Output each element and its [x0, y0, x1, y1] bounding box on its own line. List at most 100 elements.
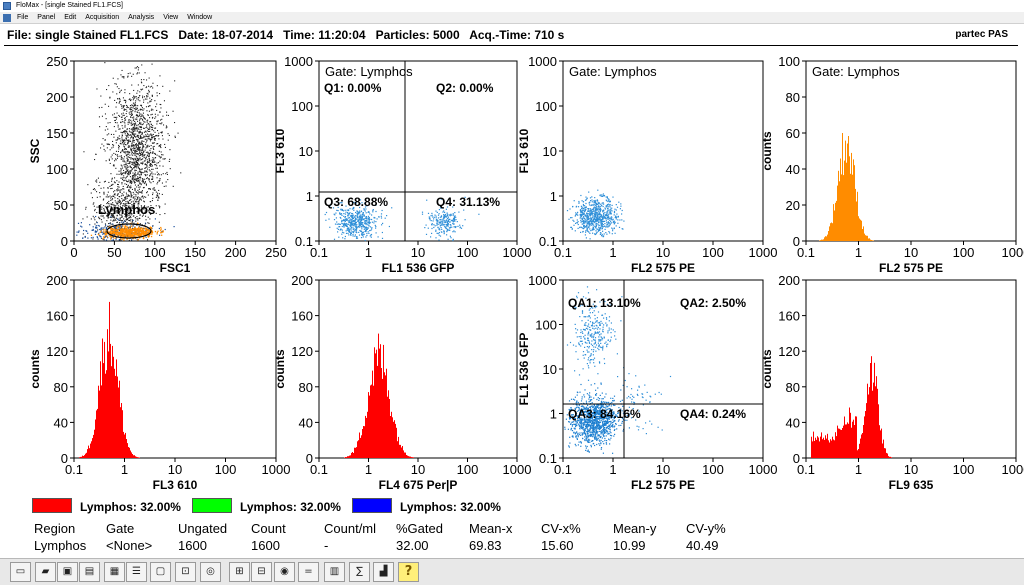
x-axis-label: FSC1	[160, 261, 191, 275]
print-icon[interactable]: ▤	[79, 562, 100, 582]
gate-def-icon[interactable]: ◎	[200, 562, 221, 582]
x-tick-label: 0	[70, 245, 77, 260]
menu-bar: File Panel Edit Acquisition Analysis Vie…	[0, 12, 1024, 24]
y-tick-label: 40	[786, 162, 800, 177]
scatter-points-black	[83, 62, 182, 237]
region-stats-icon[interactable]: ⊞	[229, 562, 250, 582]
plot-histogram-fl2[interactable]: Gate: Lymphos 0.1 1 10 100 1000 0 20 40 60 80 100 FL…	[760, 54, 1024, 275]
y-tick-label: 200	[291, 273, 313, 288]
x-tick-label: 50	[107, 245, 121, 260]
gate-label: Gate: Lymphos	[812, 64, 900, 79]
y-tick-label: 80	[786, 90, 800, 105]
quadrant-label: QA1: 13.10%	[568, 296, 641, 310]
y-axis-label: counts	[273, 349, 287, 389]
equals-icon[interactable]: =	[298, 562, 319, 582]
y-tick-label: 0	[793, 451, 800, 466]
y-tick-label: 100	[291, 99, 313, 114]
menu-analysis[interactable]: Analysis	[128, 14, 155, 21]
x-tick-label: 1	[855, 245, 862, 260]
save-icon[interactable]: ▣	[57, 562, 78, 582]
x-axis-label: FL9 635	[889, 478, 934, 492]
menu-acquisition[interactable]: Acquisition	[85, 14, 120, 21]
x-tick-label: 250	[265, 245, 287, 260]
y-axis-label: FL3 610	[273, 128, 287, 173]
y-axis-label: counts	[28, 349, 42, 389]
y-tick-label: 200	[46, 90, 68, 105]
stats-icon[interactable]: ∑	[349, 562, 370, 582]
row-gated-percent: 32.00	[396, 538, 429, 553]
plot-dotplot-fl3-fl1[interactable]: Gate: Lymphos Q1: 0.00% Q2: 0.00% Q3: 68.88…	[273, 54, 531, 275]
x-tick-label: 0.1	[310, 245, 328, 260]
menu-window[interactable]: Window	[187, 14, 213, 21]
title-bar: FloMax - [single Stained FL1.FCS]	[0, 0, 1024, 12]
y-tick-label: 1	[306, 189, 313, 204]
x-tick-label: 10	[904, 245, 918, 260]
y-tick-label: 200	[778, 273, 800, 288]
x-tick-label: 100	[702, 245, 724, 260]
plot-dotplot-fl1-fl2[interactable]: QA1: 13.10% QA2: 2.50% QA3: 84.16% QA4: 0.2…	[517, 273, 777, 492]
row-region[interactable]: Lymphos	[34, 538, 87, 553]
x-tick-label: 1	[365, 462, 372, 477]
scatter-points-cyan	[324, 199, 393, 242]
x-tick-label: 1000	[749, 462, 778, 477]
plot-histogram-fl9[interactable]: counts 0.1 1 10 100 1000 0 40 80 120 160 200 FL9 635	[760, 273, 1024, 492]
header-count: Count	[251, 521, 286, 536]
settings-icon[interactable]: ☰	[126, 562, 147, 582]
x-tick-label: 100	[457, 462, 479, 477]
y-tick-label: 160	[291, 309, 313, 324]
brand-label: partec PAS	[955, 29, 1008, 40]
header-ungated: Ungated	[178, 521, 228, 536]
x-tick-label: 1	[365, 245, 372, 260]
gate-icon[interactable]: ⊡	[175, 562, 196, 582]
toolbar: ▭ ▰ ▣ ▤ ▦ ☰ ▢ ⊡ ◎ ⊞ ⊟ ◉ = ▥ ∑ ▟ ?	[0, 558, 1024, 585]
y-tick-label: 1000	[284, 54, 313, 69]
legend-item[interactable]: Lymphos: 32.00%	[32, 498, 192, 514]
compensation-icon[interactable]: ⊟	[251, 562, 272, 582]
region-icon[interactable]: ▢	[150, 562, 171, 582]
x-tick-label: 200	[225, 245, 247, 260]
y-tick-label: 0.1	[539, 451, 557, 466]
file-info-text: File: single Stained FL1.FCS Date: 18-07…	[7, 28, 565, 42]
y-tick-label: 10	[543, 144, 557, 159]
menu-panel[interactable]: Panel	[37, 14, 56, 21]
document-icon[interactable]	[3, 14, 11, 22]
gate-region-ellipse	[106, 223, 152, 239]
legend-item[interactable]: Lymphos: 32.00%	[192, 498, 352, 514]
plot-histogram-fl3[interactable]: 0.1 1 10 100 1000 0 40 80 120 160 200 FL3 610 counts	[28, 273, 290, 492]
legend-item[interactable]: Lymphos: 32.00%	[352, 498, 512, 514]
x-tick-label: 1	[609, 245, 616, 260]
scatter-points-cyan	[564, 382, 634, 454]
plot-dotplot-ssc-fsc1[interactable]: Lymphos 0 50 100 150 200 250 0 50 100 150 200 250 FSC…	[28, 54, 287, 275]
quadrant-label: QA3: 84.16%	[568, 407, 641, 421]
x-tick-label: 100	[953, 462, 975, 477]
y-tick-label: 0	[61, 234, 68, 249]
plot-dotplot-fl3-fl2[interactable]: Gate: Lymphos 0.1 1 10 100 1000 0.1 1 10 100 1000 F…	[517, 54, 777, 275]
menu-edit[interactable]: Edit	[64, 14, 77, 21]
x-tick-label: 10	[656, 245, 670, 260]
y-axis-label: counts	[760, 131, 774, 171]
menu-file[interactable]: File	[17, 14, 29, 21]
scatter-points-orange	[90, 222, 164, 241]
window-title: FloMax - [single Stained FL1.FCS]	[16, 2, 123, 9]
histogram-icon[interactable]: ▟	[373, 562, 394, 582]
gate-list-icon[interactable]: ◉	[274, 562, 295, 582]
table-icon[interactable]: ▥	[324, 562, 345, 582]
y-tick-label: 80	[299, 380, 313, 395]
legend-label: Lymphos: 32.00%	[240, 500, 341, 514]
plot-frame	[318, 279, 518, 459]
header-mean-x: Mean-x	[469, 521, 513, 536]
y-tick-label: 40	[54, 415, 68, 430]
help-icon[interactable]: ?	[398, 562, 419, 582]
header-mean-y: Mean-y	[613, 521, 657, 536]
y-tick-label: 40	[299, 415, 313, 430]
open-folder-icon[interactable]: ▰	[35, 562, 56, 582]
y-tick-label: 1000	[528, 54, 557, 69]
histogram-bars	[344, 333, 414, 458]
plot-histogram-fl4[interactable]: 0.1 1 10 100 1000 0 40 80 120 160 200 FL4 675 Per|P…	[273, 273, 531, 492]
open-file-icon[interactable]: ▭	[10, 562, 31, 582]
menu-view[interactable]: View	[163, 14, 179, 21]
x-tick-label: 10	[656, 462, 670, 477]
x-tick-label: 1000	[262, 462, 291, 477]
print-preview-icon[interactable]: ▦	[104, 562, 125, 582]
x-tick-label: 150	[184, 245, 206, 260]
